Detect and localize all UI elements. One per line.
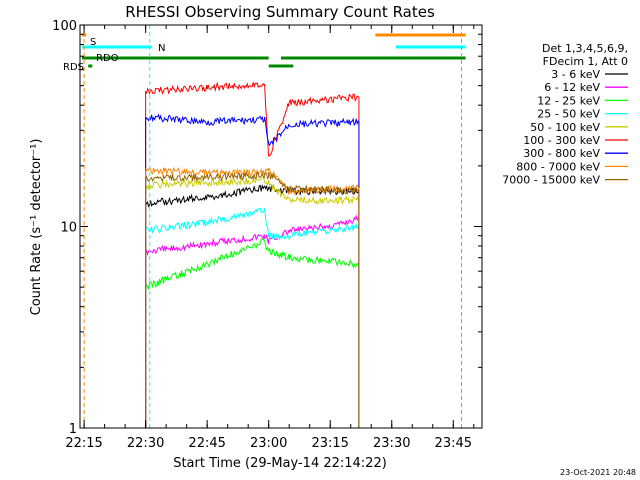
y-tick-label: 10 — [60, 221, 77, 236]
legend-label-3-6-kev: 3 - 6 keV — [551, 68, 600, 81]
legend-header-line-2: FDecim 1, Att 0 — [543, 55, 628, 68]
x-tick-label: 23:30 — [373, 436, 410, 451]
x-tick-label: 23:15 — [311, 436, 348, 451]
footer-date: 23-Oct-2021 20:48 — [560, 468, 636, 477]
series-line-800-7000-kev — [145, 166, 360, 196]
y-tick-label: 1 — [69, 422, 77, 437]
chart-title: RHESSI Observing Summary Count Rates — [125, 3, 435, 21]
x-tick-label: 22:45 — [188, 436, 225, 451]
flag-layer: S N RDO RDS — [63, 25, 466, 428]
flag-label-s: S — [90, 37, 96, 48]
series-line-7000-15000-kev — [145, 170, 360, 196]
legend-label-6-12-kev: 6 - 12 keV — [544, 81, 600, 94]
series-line-100-300-kev — [145, 81, 360, 157]
legend-label-100-300-kev: 100 - 300 keV — [523, 134, 600, 147]
x-tick-label: 23:45 — [435, 436, 472, 451]
flag-label-rdo: RDO — [96, 53, 119, 64]
x-tick-label: 23:00 — [250, 436, 287, 451]
x-axis-label: Start Time (29-May-14 22:14:22) — [173, 456, 387, 471]
series-line-300-800-kev — [145, 113, 360, 147]
axis-layer: 22:15 22:30 22:45 23:00 23:15 23:30 23:45 1 10 10… — [52, 19, 482, 451]
series-line-6-12-kev — [145, 214, 359, 257]
y-axis-label: Count Rate (s⁻¹ detector⁻¹) — [29, 139, 44, 316]
x-tick-label: 22:30 — [127, 436, 164, 451]
legend-label-7000-15000-kev: 7000 - 15000 keV — [502, 174, 600, 187]
plot-frame — [79, 24, 483, 429]
series-line-12-25-kev — [145, 238, 360, 290]
legend-label-12-25-kev: 12 - 25 keV — [537, 94, 600, 107]
x-tick-label: 22:15 — [65, 436, 102, 451]
series-line-25-50-kev — [145, 207, 360, 241]
y-tick-label: 100 — [52, 19, 77, 34]
legend-label-300-800-kev: 300 - 800 keV — [523, 147, 600, 160]
legend-header-line-1: Det 1,3,4,5,6,9, — [542, 42, 628, 55]
legend-label-50-100-kev: 50 - 100 keV — [530, 121, 600, 134]
legend: Det 1,3,4,5,6,9, FDecim 1, Att 0 3 - 6 k… — [502, 42, 628, 187]
series-layer — [145, 81, 360, 428]
legend-label-800-7000-kev: 800 - 7000 keV — [516, 160, 600, 173]
flag-label-rds: RDS — [63, 62, 84, 73]
flag-label-n: N — [158, 43, 165, 54]
legend-label-25-50-kev: 25 - 50 keV — [537, 108, 600, 121]
